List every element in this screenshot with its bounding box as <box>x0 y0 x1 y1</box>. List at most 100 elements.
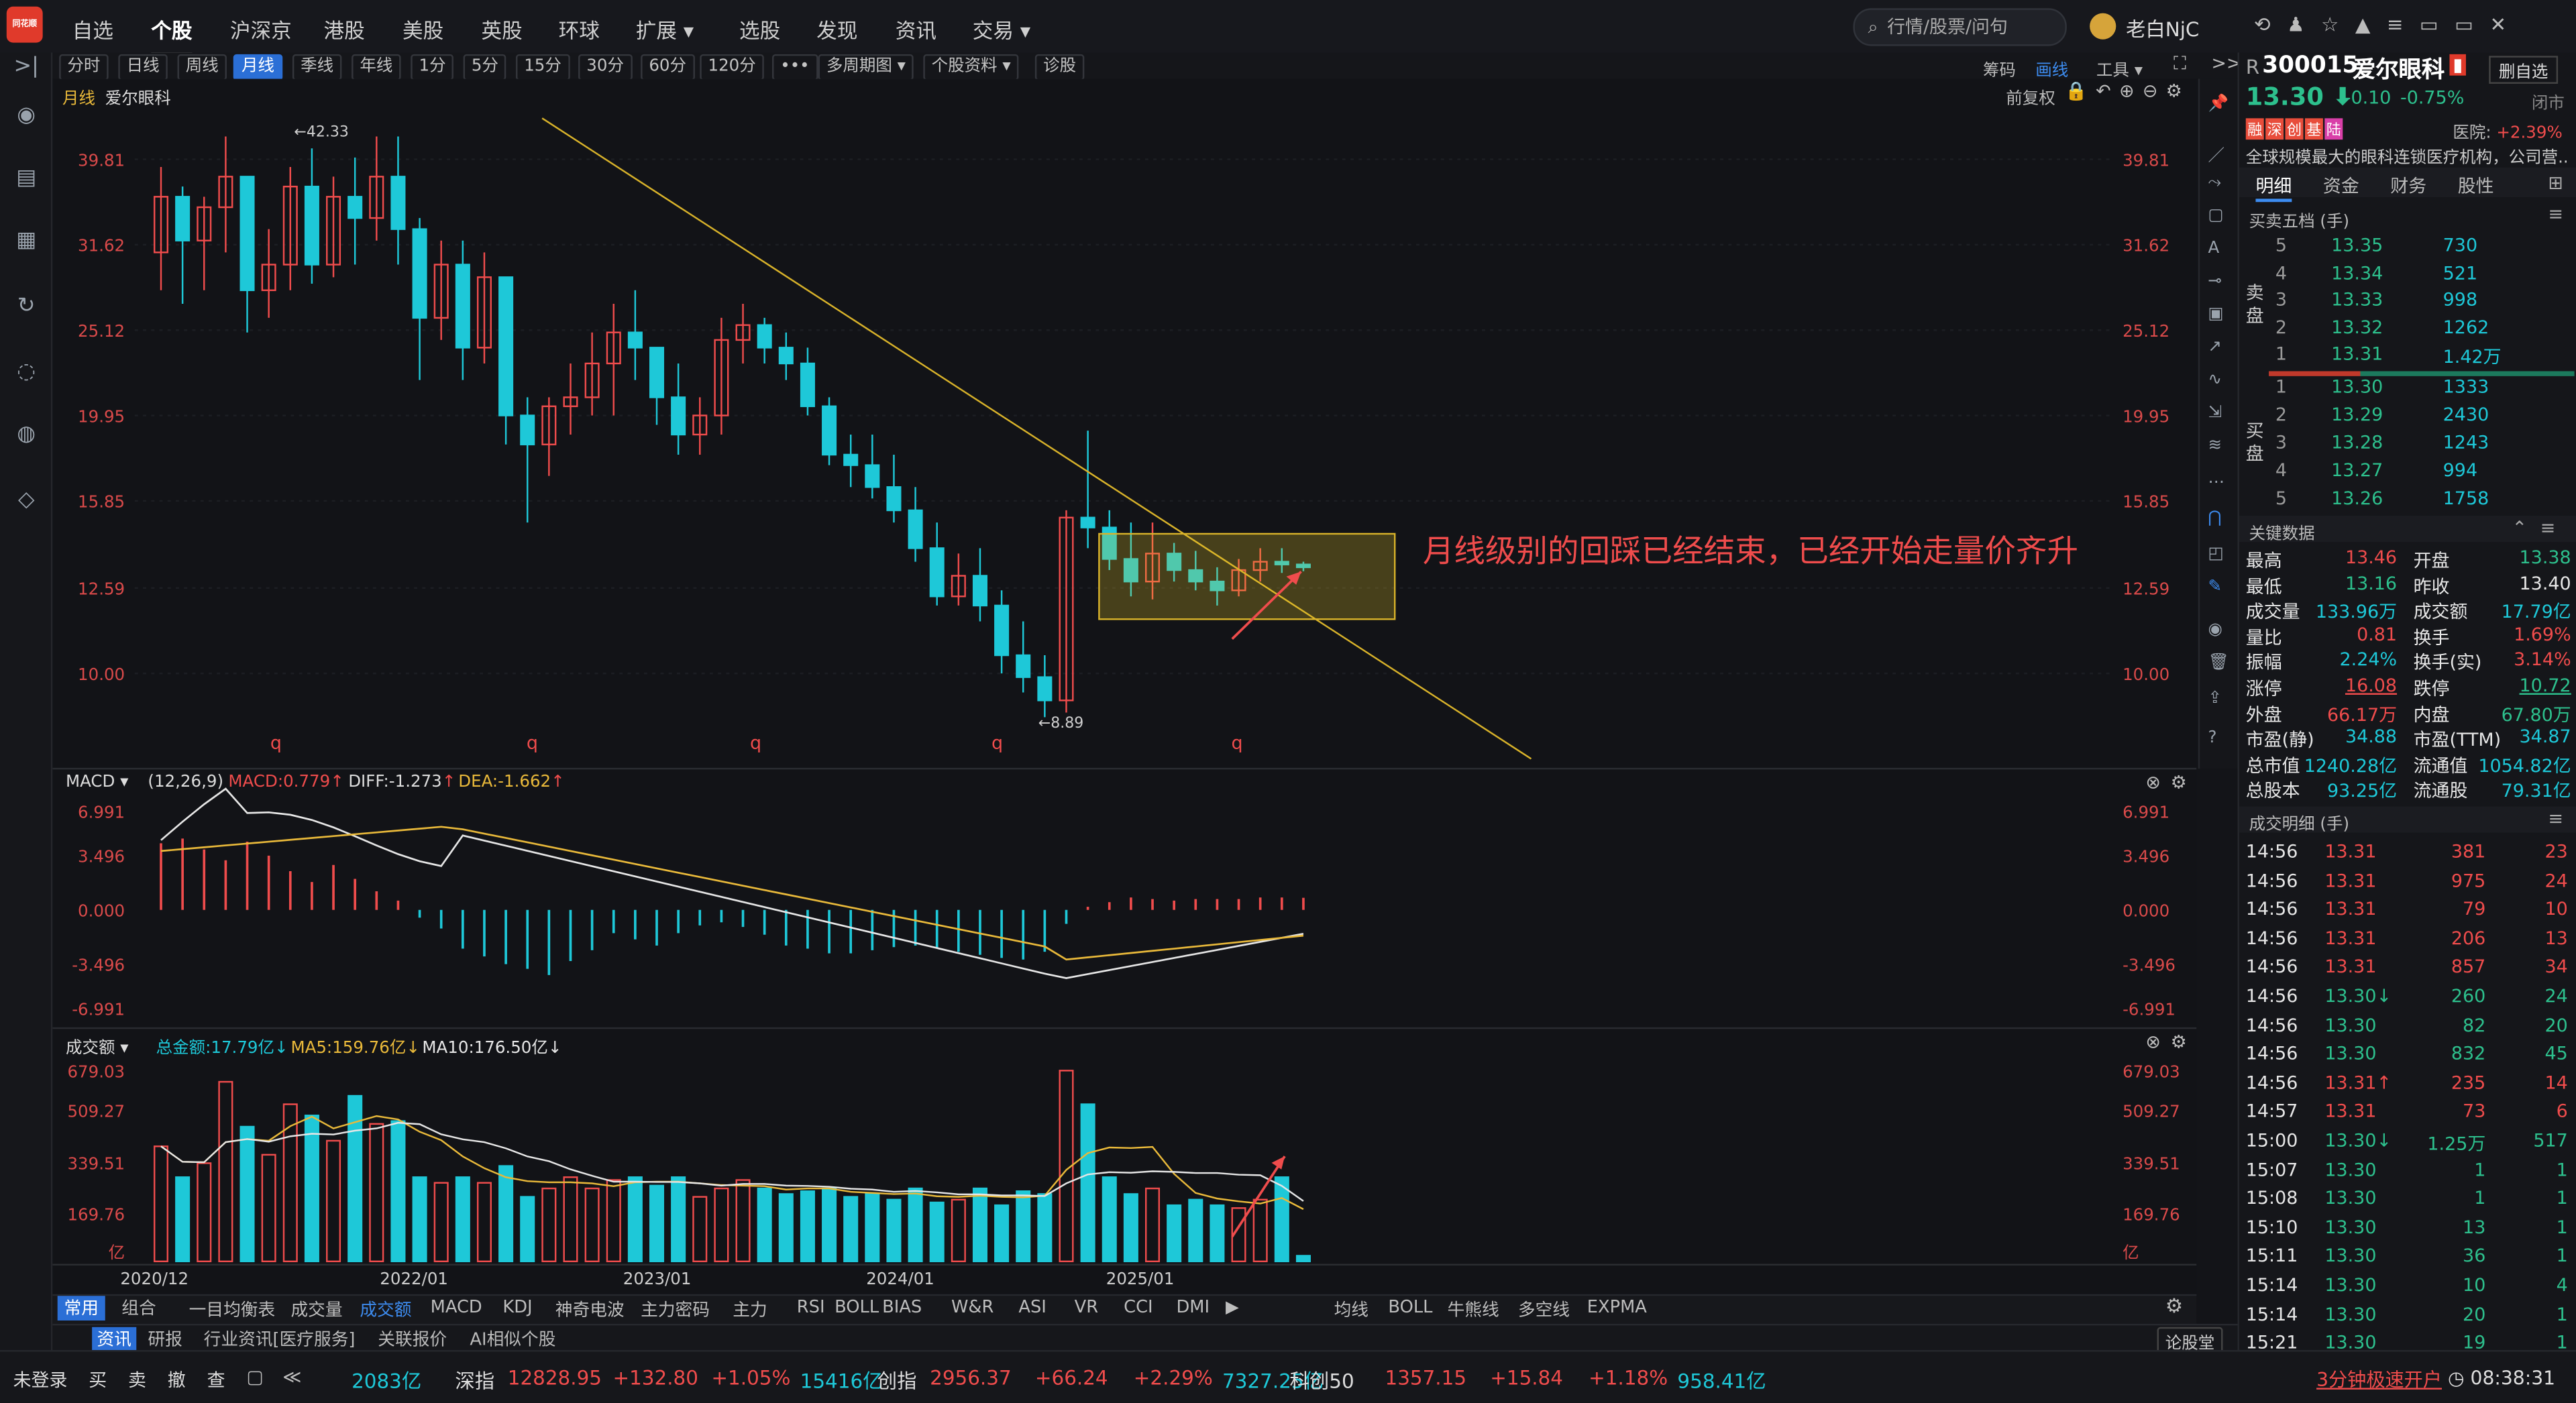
login-status[interactable]: 未登录 <box>13 1369 68 1392</box>
candle-body-9[interactable] <box>347 196 363 219</box>
candle-body-0[interactable] <box>153 196 169 254</box>
period-button-12[interactable]: ••• <box>772 54 818 81</box>
quote-tab-2[interactable]: 财务 <box>2390 176 2427 197</box>
volume-bar-44[interactable] <box>1102 1176 1117 1263</box>
volume-bar-31[interactable] <box>822 1187 837 1263</box>
period-button-9[interactable]: 30分 <box>578 54 633 81</box>
quick-action-0[interactable]: 买 <box>89 1369 107 1392</box>
volume-bar-23[interactable] <box>649 1184 665 1263</box>
volume-bar-15[interactable] <box>476 1182 492 1263</box>
monitor-icon[interactable]: ▤ <box>16 166 37 191</box>
candle-body-28[interactable] <box>757 324 772 349</box>
volume-bar-38[interactable] <box>972 1187 987 1263</box>
volume-bar-34[interactable] <box>886 1198 902 1263</box>
app-logo[interactable]: 同花顺 <box>6 6 43 43</box>
trendline[interactable] <box>541 117 1532 760</box>
candle-body-22[interactable] <box>627 331 643 349</box>
nav-huanqiu[interactable]: 环球 <box>558 17 600 43</box>
candle-body-40[interactable] <box>1016 654 1031 678</box>
candle-body-44[interactable] <box>1102 526 1117 560</box>
candle-body-48[interactable] <box>1188 569 1203 583</box>
volume-bar-10[interactable] <box>369 1123 384 1263</box>
candle-body-1[interactable] <box>175 196 191 241</box>
volume-bar-26[interactable] <box>714 1187 729 1263</box>
compass-icon[interactable]: ◍ <box>17 422 36 447</box>
volume-bar-28[interactable] <box>757 1187 772 1263</box>
segment-icon[interactable]: ⊸ <box>2208 272 2222 291</box>
volume-bar-40[interactable] <box>1016 1190 1031 1263</box>
collapse-icon[interactable]: >| <box>13 54 39 79</box>
quick-action-2[interactable]: 撤 <box>167 1369 186 1392</box>
candle-body-43[interactable] <box>1080 516 1095 528</box>
volume-bar-46[interactable] <box>1145 1187 1161 1263</box>
volume-bar-30[interactable] <box>800 1190 815 1263</box>
channel-icon[interactable]: ▣ <box>2208 305 2224 324</box>
candle-body-10[interactable] <box>369 176 384 219</box>
period-button-4[interactable]: 季线 <box>292 54 342 81</box>
candle-body-51[interactable] <box>1252 561 1268 571</box>
candle-body-3[interactable] <box>218 176 233 209</box>
volume-bar-24[interactable] <box>671 1176 686 1263</box>
volume-bar-37[interactable] <box>951 1198 966 1263</box>
nav-zixun[interactable]: 资讯 <box>895 17 936 43</box>
indicator-tab-7[interactable]: 主力 <box>733 1300 767 1321</box>
news-tab-0[interactable]: 资讯 <box>92 1327 137 1352</box>
candle-body-35[interactable] <box>908 509 923 549</box>
period-button-3[interactable]: 月线 <box>233 54 283 81</box>
indicator-settings-icon[interactable]: ⚙ <box>2165 1294 2184 1318</box>
nav-ganggu[interactable]: 港股 <box>323 17 365 43</box>
volume-bar-53[interactable] <box>1295 1255 1311 1263</box>
volume-bar-16[interactable] <box>498 1165 514 1263</box>
volume-bar-19[interactable] <box>563 1176 578 1263</box>
trash-icon[interactable]: 🗑 <box>2208 653 2229 672</box>
sell-price-2[interactable]: 13.32 <box>2331 316 2383 338</box>
volume-bar-29[interactable] <box>778 1193 794 1263</box>
candle-body-29[interactable] <box>778 347 794 365</box>
volume-bar-33[interactable] <box>865 1193 880 1263</box>
overlay-tab-4[interactable]: EXPMA <box>1587 1297 1647 1318</box>
layer-icon[interactable]: ◰ <box>2208 545 2224 564</box>
candle-body-42[interactable] <box>1059 516 1074 702</box>
buy-price-1[interactable]: 13.30 <box>2331 376 2383 398</box>
candle-body-12[interactable] <box>412 228 427 319</box>
candle-body-5[interactable] <box>261 264 276 292</box>
volume-bar-39[interactable] <box>994 1204 1010 1263</box>
candle-body-34[interactable] <box>886 486 902 512</box>
line-icon[interactable]: ／ <box>2208 148 2224 166</box>
candle-body-14[interactable] <box>455 264 470 349</box>
news-tab-4[interactable]: AI相似个股 <box>470 1330 556 1351</box>
export-icon[interactable]: ⇪ <box>2208 689 2222 708</box>
candle-body-17[interactable] <box>520 414 535 445</box>
indicator-tab-11[interactable]: W&R <box>951 1297 994 1318</box>
indicator-tab-4[interactable]: KDJ <box>502 1297 533 1318</box>
nav-kuozhan[interactable]: 扩展 ▾ <box>635 17 694 43</box>
volume-bar-0[interactable] <box>153 1145 169 1263</box>
robot-icon[interactable]: ◉ <box>17 103 36 129</box>
adjust-mode[interactable]: 前复权 <box>2006 90 2055 109</box>
period-button-7[interactable]: 5分 <box>463 54 507 81</box>
nav-hushenjing[interactable]: 沪深京 <box>229 17 292 43</box>
more-icon[interactable]: … <box>2208 469 2224 488</box>
open-account-link[interactable]: 3分钟极速开户 <box>2316 1368 2443 1392</box>
volume-bar-21[interactable] <box>606 1179 621 1263</box>
candle-body-23[interactable] <box>649 347 665 398</box>
period-button-15[interactable]: 诊股 <box>1034 54 1085 81</box>
buy-price-4[interactable]: 13.27 <box>2331 459 2383 482</box>
ray-icon[interactable]: ⤳ <box>2208 174 2222 192</box>
period-button-6[interactable]: 1分 <box>411 54 454 81</box>
pin-icon[interactable]: 📌 <box>2208 95 2229 113</box>
news-tab-2[interactable]: 行业资讯[医疗服务] <box>203 1330 356 1351</box>
quick-action-3[interactable]: 查 <box>207 1369 225 1392</box>
buy-price-3[interactable]: 13.28 <box>2331 432 2383 453</box>
trades-menu-icon[interactable]: ≡ <box>2548 807 2563 830</box>
indicator-tab-5[interactable]: 神奇电波 <box>555 1300 625 1321</box>
candle-body-11[interactable] <box>390 176 406 230</box>
text-icon[interactable]: A <box>2208 239 2220 258</box>
volume-bar-4[interactable] <box>239 1125 255 1263</box>
candle-body-38[interactable] <box>972 575 987 607</box>
volume-bar-51[interactable] <box>1252 1198 1268 1263</box>
candle-body-53[interactable] <box>1295 563 1311 569</box>
candle-body-25[interactable] <box>692 414 708 436</box>
volume-bar-1[interactable] <box>175 1176 191 1263</box>
keydata-controls[interactable]: ⌃≡ <box>2512 517 2569 539</box>
